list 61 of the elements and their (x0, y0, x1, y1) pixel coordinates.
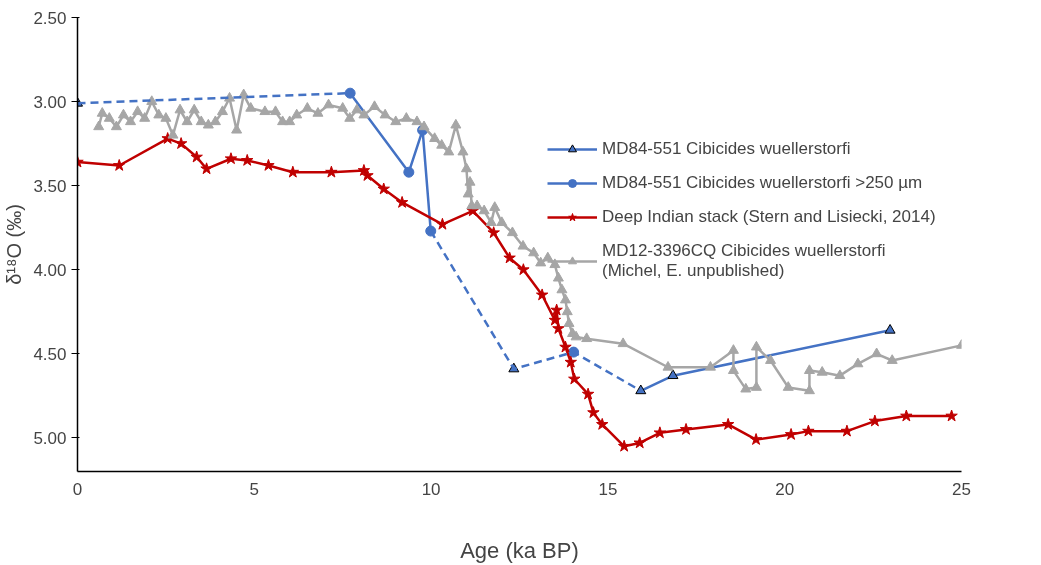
point (900, 409, 913, 422)
point (581, 387, 595, 400)
point (559, 340, 572, 353)
point (840, 424, 854, 437)
y-tick-label: 3.50 (33, 176, 67, 196)
x-tick-label: 10 (421, 479, 441, 499)
point (361, 169, 374, 181)
point (535, 288, 549, 301)
legend-label: MD84-551 Cibicides wuellerstorfi >250 µm (602, 173, 923, 193)
legend-label: Deep Indian stack (Stern and Lisiecki, 2014) (602, 207, 936, 227)
point (945, 409, 958, 422)
point (568, 372, 581, 385)
y-tick-label: 3.00 (33, 92, 67, 112)
point (241, 153, 254, 166)
point (596, 417, 609, 430)
x-tick-label: 25 (952, 479, 971, 499)
point (548, 313, 562, 326)
point (325, 165, 338, 178)
point (552, 322, 565, 334)
x-tick-label: 20 (775, 479, 795, 499)
y-tick-label: 2.50 (33, 8, 67, 28)
point (174, 137, 188, 149)
point (377, 182, 390, 195)
point (633, 436, 646, 449)
legend-label: MD12-3396CQ Cibicides wuellerstorfi (Michel, E. unpublished) (602, 241, 886, 281)
x-tick-label: 15 (598, 479, 618, 499)
point (403, 166, 415, 178)
point (224, 152, 238, 165)
point (564, 355, 577, 368)
y-tick-label: 4.00 (33, 260, 67, 280)
point (721, 417, 735, 430)
point (344, 87, 356, 99)
point (617, 439, 631, 452)
point (587, 406, 600, 418)
point (503, 251, 516, 264)
legend-label: MD84-551 Cibicides wuellerstorfi (602, 139, 851, 159)
point (884, 323, 896, 334)
point (517, 263, 530, 276)
point (868, 414, 882, 427)
point (395, 195, 409, 208)
point (679, 422, 693, 435)
point (667, 369, 679, 380)
point (190, 150, 203, 163)
y-axis-title: δ¹⁸O (‰) (3, 204, 26, 285)
point (200, 162, 213, 175)
point (425, 225, 437, 237)
point (635, 384, 647, 395)
x-tick-label: 0 (72, 479, 83, 499)
point (550, 303, 563, 316)
point (436, 217, 449, 230)
x-tick-label: 5 (249, 479, 260, 499)
point (749, 433, 763, 445)
point (113, 158, 126, 171)
point (487, 226, 500, 239)
x-axis-title: Age (ka BP) (460, 537, 579, 563)
y-tick-label: 5.00 (33, 428, 67, 448)
point (802, 424, 815, 437)
point (653, 426, 667, 439)
point (286, 165, 300, 178)
point (784, 428, 798, 440)
y-tick-label: 4.50 (33, 344, 67, 364)
